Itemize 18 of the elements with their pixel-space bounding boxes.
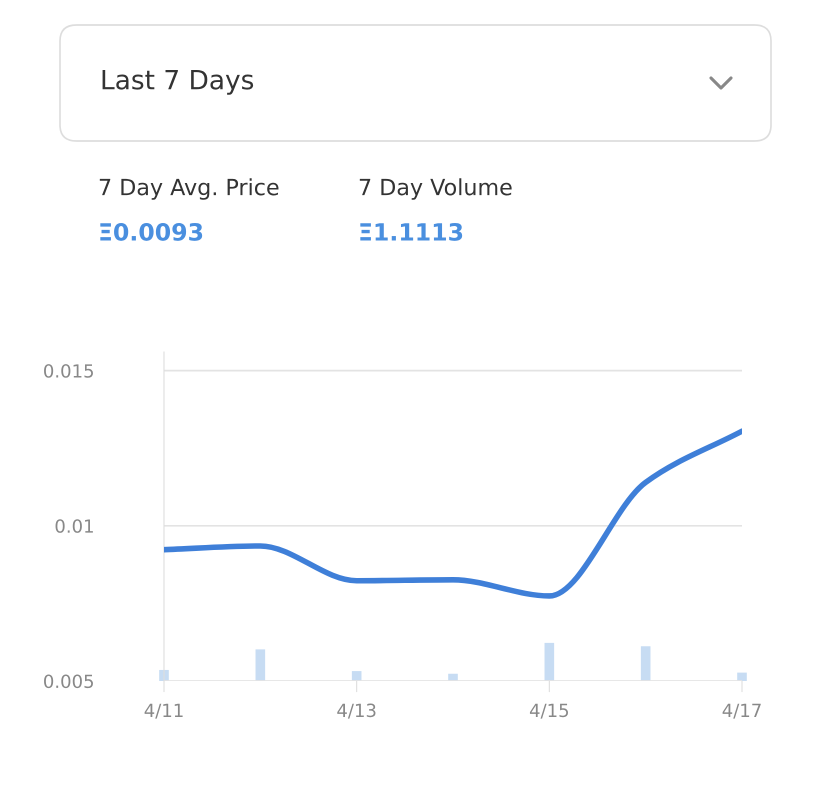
bar <box>737 672 747 681</box>
text: Ξ0.0093 <box>100 222 202 241</box>
x-tick-label: 4/17 <box>722 704 761 719</box>
y-tick-label: 0.015 <box>44 364 93 378</box>
y-tick-label: 0.005 <box>44 674 93 688</box>
y-tick-label: 0.01 <box>56 519 93 533</box>
bar <box>544 642 554 681</box>
x-tick-label: 4/15 <box>530 704 568 719</box>
bar <box>640 646 650 681</box>
bar <box>256 649 266 681</box>
x-tick-label: 4/13 <box>337 704 376 719</box>
text: 7 Day Volume <box>360 178 512 200</box>
chart-title: Last 7 Days <box>102 70 254 95</box>
x-tick-label: 4/11 <box>144 704 183 719</box>
text: 7 Day Avg. Price <box>100 178 278 200</box>
text: Ξ1.1113 <box>360 222 462 241</box>
bar <box>352 671 362 681</box>
bar <box>448 674 458 681</box>
